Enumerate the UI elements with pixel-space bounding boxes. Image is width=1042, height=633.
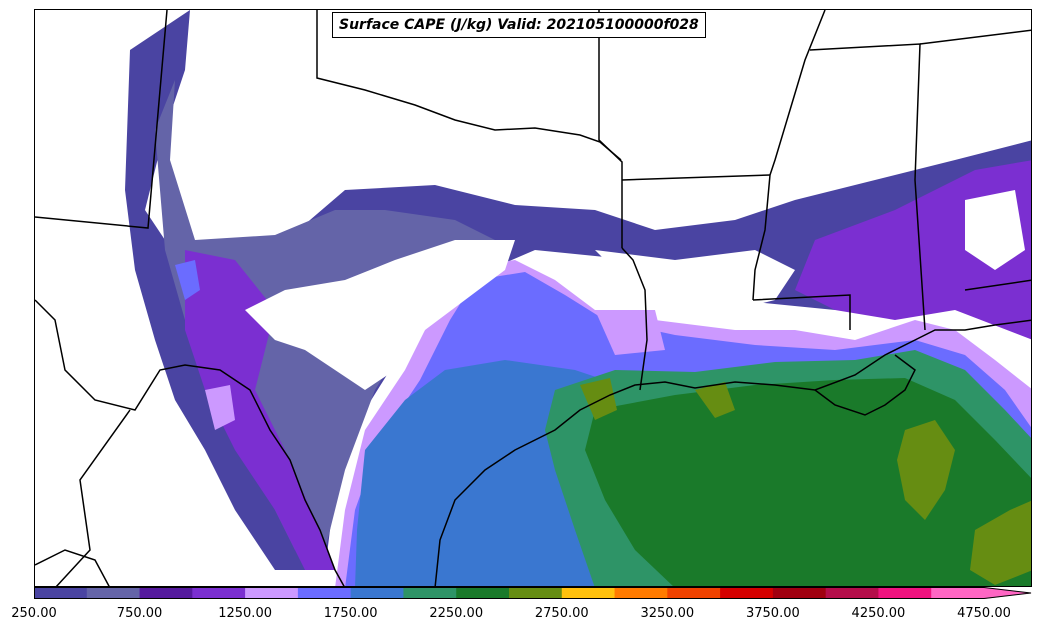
- cape-clear-arklatex: [595, 250, 795, 310]
- cape-clear-central-texas: [245, 240, 515, 390]
- colorbar-tick-label: 1250.00: [218, 606, 272, 621]
- cape-clear-east: [965, 190, 1025, 270]
- mississippi-delta-coast: [814, 354, 916, 416]
- colorbar-tick-label: 1750.00: [323, 606, 378, 621]
- colorbar-swatch: [350, 587, 404, 599]
- colorbar-swatch: [403, 587, 457, 599]
- colorbar-swatches: [34, 587, 1032, 599]
- colorbar-tick-label: 2750.00: [534, 606, 589, 621]
- us-mexico-border: [35, 299, 345, 586]
- cape-blue-blob-west: [175, 260, 200, 300]
- cape-olive-patch-1: [897, 420, 955, 520]
- colorbar-swatch: [509, 587, 563, 599]
- state-line-tx-la: [621, 247, 648, 391]
- colorbar-tick-label: 4250.00: [851, 606, 906, 621]
- colorbar-swatch: [86, 587, 141, 599]
- boundary-lines: [35, 10, 1031, 586]
- colorbar: [34, 587, 1032, 599]
- colorbar-swatch: [878, 587, 932, 599]
- colorbar-swatch: [772, 587, 827, 599]
- state-line-al-fl: [964, 279, 1031, 291]
- colorbar-tick-label: 250.00: [11, 606, 57, 621]
- colorbar-extend-arrow: [984, 587, 1032, 599]
- colorbar-swatch: [931, 587, 985, 599]
- cape-lavender-blob-1: [595, 310, 665, 355]
- gulf-coastline: [434, 319, 1031, 586]
- colorbar-outline: [34, 587, 1032, 599]
- colorbar-swatch: [667, 587, 721, 599]
- colorbar-swatch: [561, 587, 616, 599]
- cape-lavender-blob-2: [205, 385, 235, 430]
- state-line-tx-ok-west: [316, 10, 622, 161]
- colorbar-tick-label: 750.00: [116, 606, 163, 621]
- cape-olive-patch-4: [695, 382, 735, 418]
- cape-olive-patch-3: [580, 378, 617, 420]
- state-line-la-ms: [752, 294, 851, 330]
- state-line-ms-al: [809, 43, 926, 331]
- map-title: Surface CAPE (J/kg) Valid: 202105100000f…: [332, 12, 706, 38]
- map-panel: [34, 9, 1032, 587]
- colorbar-tick-label: 2250.00: [429, 606, 484, 621]
- state-line-ok-ar: [598, 10, 623, 248]
- colorbar-tick-label: 3250.00: [640, 606, 695, 621]
- colorbar-swatch: [297, 587, 352, 599]
- colorbar-swatch: [614, 587, 668, 599]
- state-line-ar-la: [621, 174, 771, 181]
- colorbar-tick-label: 4750.00: [957, 606, 1011, 621]
- state-line-al-ga: [919, 29, 1031, 45]
- colorbar-swatch: [139, 587, 193, 599]
- cape-olive-patch-2: [970, 500, 1031, 585]
- cape-map: [35, 10, 1031, 586]
- state-line-ms-river: [752, 10, 826, 301]
- colorbar-swatch: [720, 587, 774, 599]
- colorbar-swatch: [34, 587, 88, 599]
- colorbar-swatch: [456, 587, 510, 599]
- cape-contour-fills: [125, 10, 1031, 586]
- mexico-internal-line-2: [35, 549, 110, 586]
- colorbar-tick-label: 3750.00: [745, 606, 800, 621]
- colorbar-tick-labels: 250.00 750.00 1250.00 1750.00 2250.00 2750.00…: [0, 606, 1042, 626]
- state-line-nm-tx-north: [35, 10, 168, 229]
- colorbar-swatch: [825, 587, 879, 599]
- colorbar-swatch: [192, 587, 246, 599]
- mexico-internal-line: [55, 409, 131, 586]
- colorbar-swatch: [245, 587, 299, 599]
